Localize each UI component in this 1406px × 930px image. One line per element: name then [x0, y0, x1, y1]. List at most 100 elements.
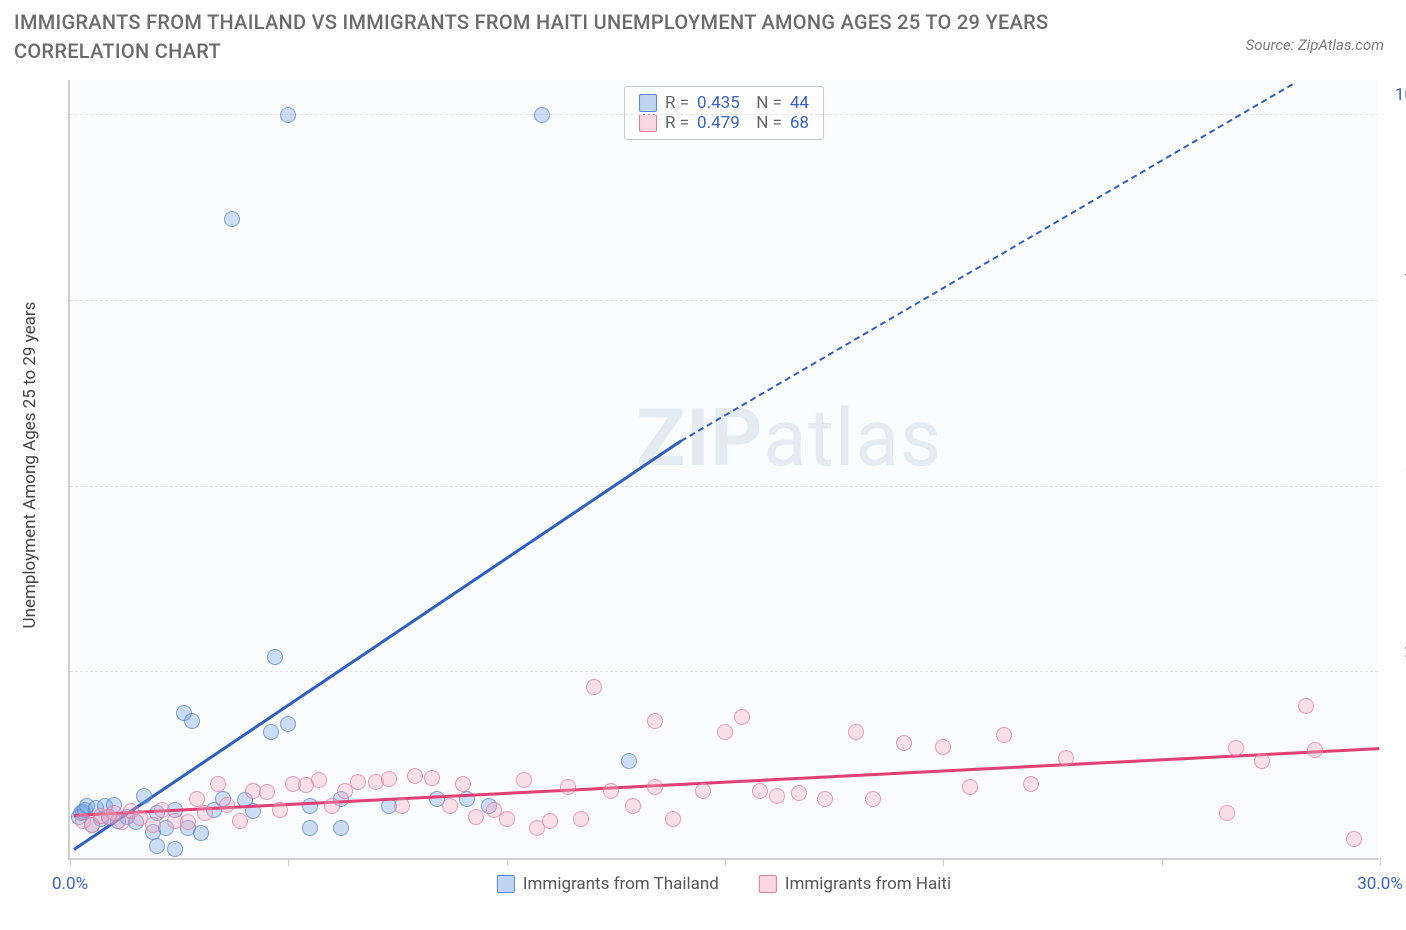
- data-point: [184, 713, 200, 729]
- data-point: [167, 841, 183, 857]
- data-point: [1228, 740, 1244, 756]
- data-point: [302, 798, 318, 814]
- data-point: [272, 802, 288, 818]
- data-point: [695, 783, 711, 799]
- data-point: [280, 107, 296, 123]
- data-point: [752, 783, 768, 799]
- data-point: [136, 788, 152, 804]
- data-point: [350, 774, 366, 790]
- y-tick-label: 75.0%: [1390, 271, 1406, 291]
- correlation-stat-box: R = 0.435 N = 44R = 0.479 N = 68: [624, 86, 824, 140]
- data-point: [1307, 742, 1323, 758]
- stat-n-value: 68: [790, 113, 809, 133]
- stat-r-value: 0.435: [697, 93, 740, 113]
- data-point: [263, 724, 279, 740]
- data-point: [647, 713, 663, 729]
- data-point: [665, 811, 681, 827]
- data-point: [302, 820, 318, 836]
- x-tick-label: 30.0%: [1357, 874, 1403, 894]
- trend-line: [74, 747, 1380, 817]
- legend-item: Immigrants from Thailand: [497, 874, 719, 894]
- data-point: [962, 779, 978, 795]
- gridline: [70, 300, 1378, 301]
- source-label: Source: ZipAtlas.com: [1246, 36, 1384, 54]
- gridline: [70, 486, 1378, 487]
- data-point: [232, 813, 248, 829]
- data-point: [586, 679, 602, 695]
- stat-r-value: 0.479: [697, 113, 740, 133]
- data-point: [219, 797, 235, 813]
- data-point: [333, 820, 349, 836]
- data-point: [1058, 750, 1074, 766]
- stat-row: R = 0.435 N = 44: [639, 93, 809, 113]
- legend-swatch: [759, 875, 777, 893]
- x-tick: [70, 858, 71, 866]
- data-point: [1023, 776, 1039, 792]
- stat-n-label: N =: [748, 93, 782, 113]
- data-point: [625, 798, 641, 814]
- data-point: [1346, 831, 1362, 847]
- y-tick-label: 50.0%: [1390, 457, 1406, 477]
- y-tick-label: 25.0%: [1390, 642, 1406, 662]
- y-tick-label: 100.0%: [1390, 85, 1406, 105]
- data-point: [848, 724, 864, 740]
- legend-swatch: [639, 94, 657, 112]
- data-point: [935, 739, 951, 755]
- data-point: [280, 716, 296, 732]
- x-tick: [507, 858, 508, 866]
- legend-label: Immigrants from Haiti: [785, 874, 951, 894]
- data-point: [267, 649, 283, 665]
- data-point: [324, 798, 340, 814]
- stat-n-label: N =: [748, 113, 782, 133]
- data-point: [442, 798, 458, 814]
- legend-swatch: [639, 114, 657, 132]
- data-point: [534, 107, 550, 123]
- data-point: [817, 791, 833, 807]
- x-tick-label: 0.0%: [52, 874, 88, 894]
- stat-row: R = 0.479 N = 68: [639, 113, 809, 133]
- data-point: [193, 825, 209, 841]
- gridline: [70, 671, 1378, 672]
- data-point: [210, 776, 226, 792]
- data-point: [717, 724, 733, 740]
- data-point: [769, 788, 785, 804]
- data-point: [145, 817, 161, 833]
- data-point: [1254, 753, 1270, 769]
- data-point: [197, 805, 213, 821]
- data-point: [996, 727, 1012, 743]
- x-tick: [725, 858, 726, 866]
- data-point: [407, 768, 423, 784]
- data-point: [455, 776, 471, 792]
- data-point: [1298, 698, 1314, 714]
- data-point: [865, 791, 881, 807]
- legend-bottom: Immigrants from Thailand Immigrants from …: [497, 874, 951, 894]
- data-point: [791, 785, 807, 801]
- stat-n-value: 44: [790, 93, 809, 113]
- data-point: [1219, 805, 1235, 821]
- data-point: [734, 709, 750, 725]
- legend-item: Immigrants from Haiti: [759, 874, 951, 894]
- data-point: [896, 735, 912, 751]
- data-point: [394, 798, 410, 814]
- scatter-plot: ZIPatlas R = 0.435 N = 44R = 0.479 N = 6…: [68, 80, 1378, 860]
- data-point: [180, 814, 196, 830]
- data-point: [573, 811, 589, 827]
- data-point: [542, 813, 558, 829]
- stat-r-label: R =: [665, 113, 689, 133]
- data-point: [224, 211, 240, 227]
- x-tick: [1162, 858, 1163, 866]
- x-tick: [943, 858, 944, 866]
- stat-r-label: R =: [665, 93, 689, 113]
- data-point: [259, 784, 275, 800]
- chart-title: IMMIGRANTS FROM THAILAND VS IMMIGRANTS F…: [14, 8, 1134, 66]
- data-point: [516, 772, 532, 788]
- y-axis-label: Unemployment Among Ages 25 to 29 years: [20, 302, 40, 629]
- x-tick: [1380, 858, 1381, 866]
- gridline: [70, 114, 1378, 115]
- data-point: [647, 779, 663, 795]
- data-point: [381, 771, 397, 787]
- data-point: [189, 791, 205, 807]
- data-point: [621, 753, 637, 769]
- data-point: [149, 838, 165, 854]
- x-tick: [288, 858, 289, 866]
